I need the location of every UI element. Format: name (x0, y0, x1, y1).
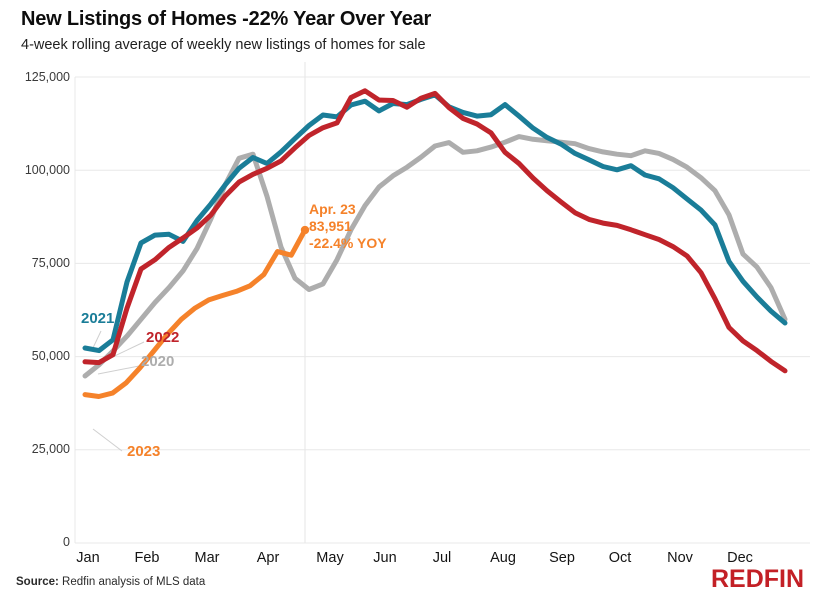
annotation-value: 83,951 (309, 218, 352, 234)
series-label-2020: 2020 (141, 353, 175, 370)
latest-point-dot (300, 225, 310, 235)
x-tick-jun: Jun (373, 550, 397, 566)
annotation-date: Apr. 23 (309, 201, 356, 217)
source-label: Source: (16, 576, 59, 588)
y-tick-25000: 25,000 (31, 442, 70, 456)
x-tick-jul: Jul (432, 550, 452, 566)
chart-subtitle: 4-week rolling average of weekly new lis… (21, 37, 426, 53)
y-tick-75000: 75,000 (31, 256, 70, 270)
line-series-2022 (82, 88, 788, 374)
x-tick-dec: Dec (727, 550, 753, 566)
leader-line-2023 (92, 428, 123, 452)
x-tick-aug: Aug (490, 550, 516, 566)
series-label-2022: 2022 (146, 329, 180, 346)
y-tick-125000: 125,000 (24, 70, 70, 84)
source-text: Redfin analysis of MLS data (58, 576, 206, 588)
x-tick-mar: Mar (194, 550, 220, 566)
x-tick-apr: Apr (256, 550, 280, 566)
source-note: Source: Redfin analysis of MLS data (16, 576, 205, 588)
line-series-2023 (82, 227, 308, 399)
x-tick-feb: Feb (134, 550, 160, 566)
series-label-2021: 2021 (81, 310, 115, 327)
x-tick-may: May (316, 550, 344, 566)
x-tick-oct: Oct (608, 550, 632, 566)
redfin-logo: REDFIN (711, 565, 805, 593)
leader-line-2021 (91, 330, 102, 351)
y-tick-50000: 50,000 (31, 349, 70, 363)
x-tick-jan: Jan (76, 550, 100, 566)
line-series-2020 (82, 134, 788, 379)
page-title: New Listings of Homes -22% Year Over Yea… (21, 8, 432, 30)
leader-line-2020 (97, 365, 140, 375)
annotation-yoy: -22.4% YOY (309, 235, 387, 251)
x-tick-nov: Nov (667, 550, 693, 566)
y-tick-0: 0 (63, 535, 70, 549)
latest-point-annotation: Apr. 23 83,951 -22.4% YOY (309, 201, 387, 252)
y-tick-100000: 100,000 (24, 163, 70, 177)
x-tick-sep: Sep (549, 550, 575, 566)
series-label-2023: 2023 (127, 443, 161, 460)
